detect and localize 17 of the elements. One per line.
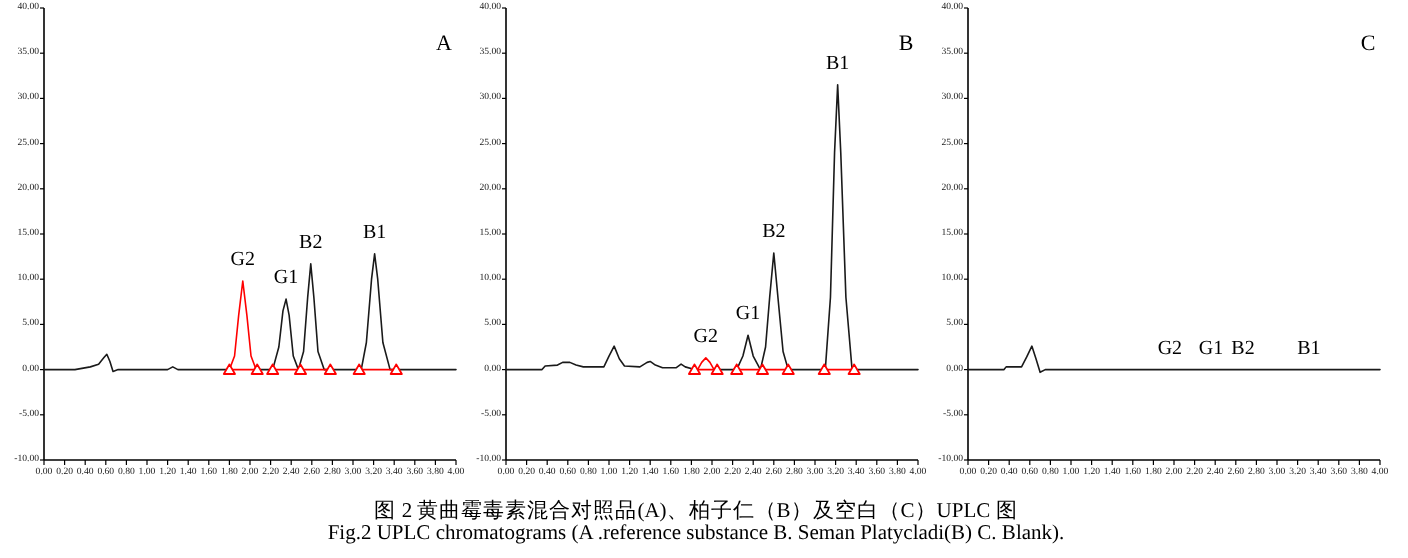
caption: 图 2 黄曲霉毒素混合对照品(A)、柏子仁（B）及空白（C）UPLC 图 <box>374 501 1018 523</box>
peak-label: G1 <box>273 267 299 290</box>
panel-label: B <box>898 32 914 56</box>
peak-label: G1 <box>1198 337 1224 360</box>
peak-label: B1 <box>362 221 387 244</box>
caption: Fig.2 UPLC chromatograms (A .reference substance B. Seman Platycladi(B) C. Blank). <box>327 523 1065 545</box>
peak-label: B1 <box>826 52 850 75</box>
panel-label: A <box>436 32 452 56</box>
peak-label: B2 <box>299 231 323 254</box>
peak-label: G2 <box>230 249 255 271</box>
peak-label: G1 <box>735 303 761 326</box>
peak-label: G2 <box>693 325 719 348</box>
peak-label: B2 <box>762 221 786 243</box>
panel-label: C <box>1360 32 1376 56</box>
peak-label: B2 <box>1231 337 1255 360</box>
peak-label: B1 <box>1297 337 1321 360</box>
peak-label: G2 <box>1157 337 1183 360</box>
